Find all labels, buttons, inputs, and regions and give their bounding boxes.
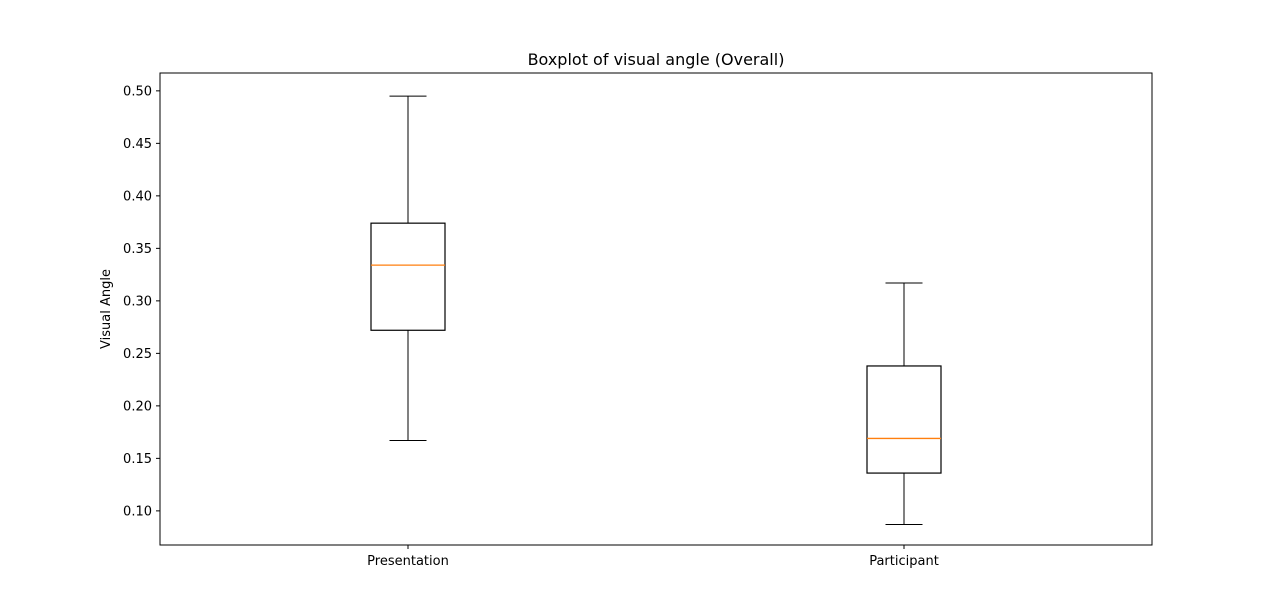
- y-tick-label: 0.50: [123, 84, 152, 99]
- box-series: [370, 95, 942, 526]
- y-tick-label: 0.15: [123, 452, 152, 467]
- x-axis-ticks: Presentation Participant: [367, 545, 939, 569]
- y-tick-label: 0.45: [123, 137, 152, 152]
- y-tick-label: 0.25: [123, 347, 152, 362]
- y-tick-label: 0.35: [123, 242, 152, 257]
- box-participant: [866, 282, 942, 526]
- iqr-box: [370, 222, 446, 331]
- y-tick-label: 0.40: [123, 189, 152, 204]
- y-tick-label: 0.20: [123, 399, 152, 414]
- y-axis-label: Visual Angle: [99, 269, 114, 349]
- y-axis-ticks: 0.10 0.15 0.20 0.25 0.30 0.35 0.40 0.45 0.50: [123, 84, 160, 519]
- x-tick-label: Presentation: [367, 554, 449, 569]
- y-tick-label: 0.10: [123, 504, 152, 519]
- iqr-box: [866, 365, 942, 474]
- plot-area-frame: [159, 72, 1153, 546]
- y-tick-label: 0.30: [123, 294, 152, 309]
- chart-title: Boxplot of visual angle (Overall): [528, 50, 785, 69]
- box-presentation: [370, 95, 446, 442]
- x-tick-label: Participant: [869, 554, 939, 569]
